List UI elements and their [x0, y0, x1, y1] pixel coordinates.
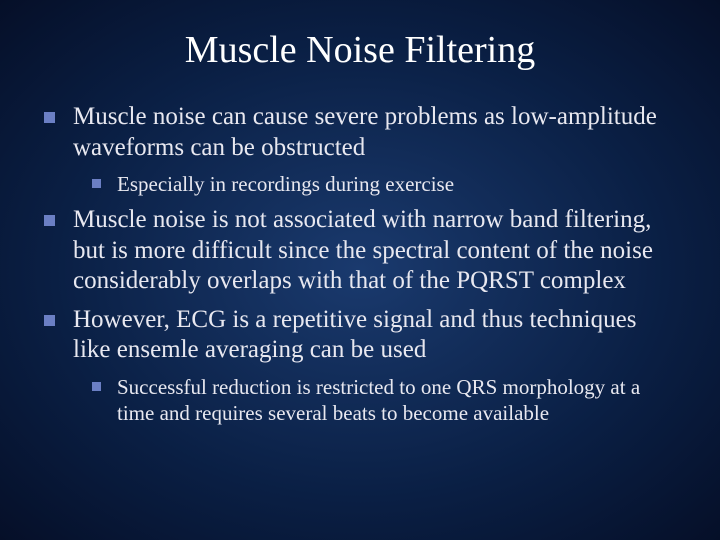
list-item: Especially in recordings during exercise [92, 171, 676, 197]
bullet-icon [92, 382, 101, 391]
list-item-text: Muscle noise is not associated with narr… [73, 205, 676, 297]
list-item-text: Especially in recordings during exercise [117, 171, 454, 197]
bullet-icon [44, 215, 55, 226]
bullet-icon [44, 315, 55, 326]
list-item: Muscle noise can cause severe problems a… [44, 102, 676, 163]
slide-title: Muscle Noise Filtering [44, 28, 676, 72]
list-item-text: Muscle noise can cause severe problems a… [73, 102, 676, 163]
list-item: Muscle noise is not associated with narr… [44, 205, 676, 297]
slide-body: Muscle noise can cause severe problems a… [44, 102, 676, 426]
list-item-text: However, ECG is a repetitive signal and … [73, 305, 676, 366]
list-item-text: Successful reduction is restricted to on… [117, 374, 676, 427]
bullet-icon [44, 112, 55, 123]
list-item: Successful reduction is restricted to on… [92, 374, 676, 427]
bullet-icon [92, 179, 101, 188]
list-item: However, ECG is a repetitive signal and … [44, 305, 676, 366]
